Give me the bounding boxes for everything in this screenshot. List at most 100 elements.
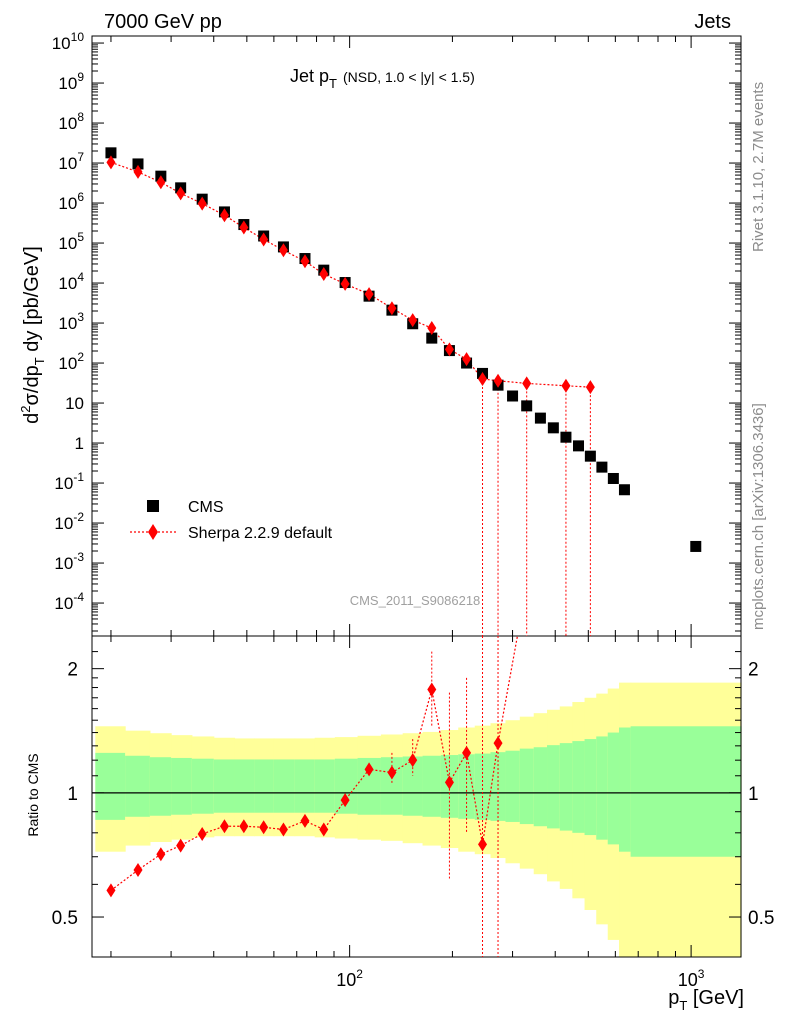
inner-band-bin — [380, 757, 404, 815]
cms-point — [507, 390, 519, 402]
watermark: CMS_2011_S9086218 — [350, 593, 481, 608]
sherpa-point — [239, 220, 249, 235]
inner-band-bin — [490, 752, 507, 821]
ratio-point — [133, 863, 143, 878]
inner-band-bin — [474, 753, 492, 820]
inner-band-bin — [314, 759, 336, 813]
legend-cms-label: CMS — [188, 499, 224, 516]
sherpa-point — [522, 376, 532, 391]
ratio-point — [278, 822, 288, 837]
ratio-point — [478, 837, 488, 852]
cms-point — [426, 332, 438, 344]
ratio-point — [387, 765, 397, 780]
y-tick-label: 1 — [75, 434, 84, 453]
sherpa-point — [340, 276, 350, 291]
ratio-point — [427, 682, 437, 697]
y-tick-label: 105 — [58, 230, 84, 253]
sherpa-point — [259, 232, 269, 247]
axes-frame — [91, 35, 742, 637]
main-title-cuts: (NSD, 1.0 < |y| < 1.5) — [343, 69, 475, 85]
sherpa-point — [462, 352, 472, 367]
inner-band-bin — [273, 759, 296, 813]
main-title-text: Jet p — [290, 66, 329, 86]
mcplots-label: mcplots.cern.ch [arXiv:1306.3436] — [750, 403, 767, 630]
ratio-point — [219, 819, 229, 834]
header-right: Jets — [694, 11, 731, 33]
cms-point — [547, 422, 559, 434]
cms-point — [690, 540, 702, 552]
cms-point — [584, 450, 596, 462]
y-tick-label: 107 — [58, 150, 84, 173]
ratio-point — [176, 838, 186, 853]
main-axes: 101010910810710610510410310210110-110-21… — [52, 30, 742, 637]
sherpa-point — [444, 342, 454, 357]
inner-band-bin — [607, 732, 620, 845]
ratio-point — [197, 826, 207, 841]
sherpa-point — [408, 313, 418, 328]
ratio-y-tick-label: 0.5 — [52, 908, 78, 929]
inner-band-bin — [596, 736, 609, 840]
ratio-point — [493, 736, 503, 751]
sherpa-point — [319, 267, 329, 282]
main-ylabel-sup: 2 — [18, 405, 33, 412]
y-tick-label: 10-3 — [54, 550, 84, 573]
ratio-marks — [106, 635, 519, 957]
sherpa-point — [585, 380, 595, 395]
ratio-bands — [95, 682, 742, 957]
inner-band-bin — [402, 756, 424, 816]
legend-sherpa-marker — [148, 524, 158, 540]
sherpa-point — [156, 175, 166, 190]
ratio-axes: 2 2 1 1 0.5 0.5 102 103 — [52, 635, 774, 990]
ratio-ylabel: Ratio to CMS — [25, 753, 41, 836]
sherpa-point — [478, 371, 488, 386]
x-axis-label: pT [GeV] — [668, 987, 744, 1013]
main-title-sub: T — [329, 76, 337, 91]
inner-band-bin — [519, 748, 535, 825]
ratio-point — [444, 775, 454, 790]
main-ylabel-text: d — [21, 413, 43, 424]
ratio-y-tick-label-right: 2 — [748, 660, 759, 681]
sherpa-point — [106, 155, 116, 170]
cms-point — [105, 147, 117, 159]
ratio-y-tick-label: 2 — [67, 660, 78, 681]
inner-band-bin — [505, 750, 521, 822]
header-left: 7000 GeV pp — [104, 11, 222, 33]
ratio-point — [364, 762, 374, 777]
y-tick-label: 106 — [58, 190, 84, 213]
ratio-point — [462, 745, 472, 760]
inner-band-bin — [234, 759, 255, 813]
inner-band-bin — [630, 726, 742, 857]
sherpa-point — [493, 373, 503, 388]
inner-band-bin — [619, 727, 632, 852]
y-tick-label: 10 — [65, 394, 84, 413]
y-tick-label: 102 — [58, 350, 84, 373]
y-tick-label: 10-4 — [54, 590, 84, 613]
inner-band-bin — [357, 757, 382, 815]
inner-band-bin — [559, 743, 573, 831]
sherpa-point — [427, 321, 437, 336]
inner-band-bin — [584, 739, 597, 836]
inner-band-bin — [125, 755, 151, 817]
rivet-label: Rivet 3.1.10, 2.7M events — [750, 82, 767, 252]
cms-point — [132, 158, 144, 170]
inner-band-bin — [533, 747, 548, 827]
ratio-point — [259, 820, 269, 835]
ratio-point — [300, 813, 310, 828]
sherpa-point — [387, 301, 397, 316]
legend: CMS Sherpa 2.2.9 default — [130, 499, 333, 542]
axes-frame — [91, 635, 742, 958]
y-tick-label: 108 — [58, 110, 84, 133]
sherpa-point — [176, 186, 186, 201]
ratio-point — [340, 793, 350, 808]
sherpa-point — [133, 164, 143, 179]
inner-band-bin — [254, 759, 275, 813]
inner-band-bin — [171, 757, 193, 815]
ratio-point — [408, 753, 418, 768]
y-tick-label: 104 — [58, 270, 84, 293]
sherpa-point — [561, 378, 571, 393]
main-ylabel: d2σ/dpT dy [pb/GeV] — [18, 246, 47, 424]
inner-band-bin — [294, 759, 316, 813]
inner-band-bin — [334, 758, 359, 814]
inner-band-bin — [572, 741, 586, 833]
ratio-y-tick-label-right: 0.5 — [748, 908, 774, 929]
